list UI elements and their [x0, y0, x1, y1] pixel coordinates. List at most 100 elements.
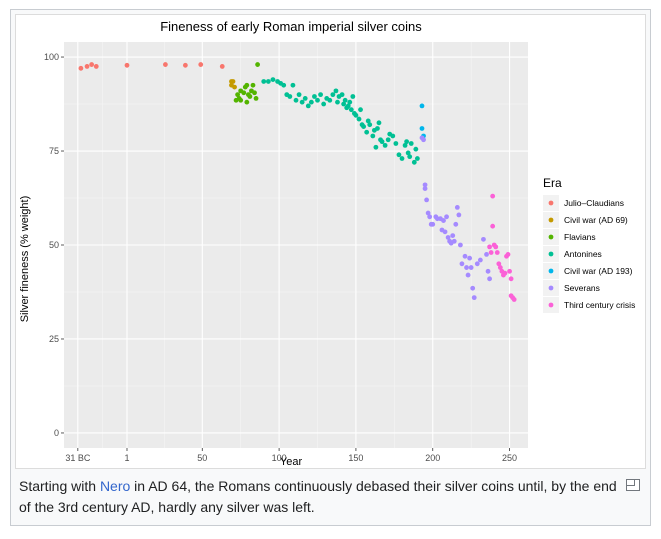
y-axis-ticks: 0 25 50 75 100 [44, 52, 64, 438]
data-point [345, 103, 351, 109]
data-point [385, 137, 391, 143]
data-point [511, 297, 517, 302]
legend-label: Third century crisis [564, 300, 635, 310]
x-tick-label: 150 [348, 453, 363, 463]
data-point [414, 156, 420, 161]
data-point [396, 152, 402, 158]
x-tick-label: 250 [502, 453, 517, 463]
data-point [484, 251, 489, 257]
data-point [445, 235, 451, 240]
data-points [78, 62, 517, 302]
data-point [471, 295, 477, 301]
data-point [507, 268, 512, 274]
data-point [404, 139, 410, 145]
data-point [450, 233, 456, 239]
data-point [508, 276, 514, 282]
data-point [382, 142, 388, 148]
data-point [485, 268, 491, 274]
chart-image: Fineness of early Roman imperial silver … [15, 14, 646, 469]
data-point [93, 64, 99, 69]
data-point [235, 92, 241, 98]
y-tick-label: 100 [44, 52, 59, 62]
data-point [255, 62, 260, 67]
legend-title: Era [543, 176, 562, 190]
data-point [373, 144, 379, 150]
data-point [451, 238, 457, 244]
data-point [497, 265, 503, 270]
data-point [464, 265, 469, 270]
y-axis-label: Silver fineness (% weight) [19, 196, 31, 323]
data-point [89, 62, 95, 67]
legend-marker [548, 302, 554, 308]
data-point [419, 103, 425, 109]
x-tick-label: 50 [197, 453, 207, 463]
enlarge-icon[interactable] [626, 478, 640, 491]
figure-caption: Starting with Nero in AD 64, the Romans … [19, 476, 619, 518]
scatter-chart: Fineness of early Roman imperial silver … [19, 19, 635, 468]
nero-link[interactable]: Nero [99, 478, 131, 494]
x-tick-label: 200 [425, 453, 440, 463]
legend-label: Severans [564, 283, 600, 293]
data-point [312, 94, 317, 99]
data-point [350, 94, 356, 99]
data-point [253, 95, 259, 101]
data-point [78, 65, 84, 71]
data-point [419, 126, 425, 131]
data-point [247, 94, 253, 99]
data-point [361, 124, 367, 129]
data-point [124, 62, 130, 68]
x-axis-ticks: 31 BC 1 50 100 150 200 250 [65, 448, 517, 463]
data-point [261, 79, 267, 84]
data-point [405, 150, 411, 156]
legend-label: Civil war (AD 193) [564, 266, 633, 276]
x-tick-label: 1 [124, 453, 129, 463]
data-point [356, 116, 362, 122]
caption-text-after: in AD 64, the Romans continuously debase… [19, 478, 617, 515]
data-point [84, 64, 90, 69]
legend: Era Julio–Claudians Civil war (AD 69) Flav… [543, 176, 635, 313]
data-point [182, 62, 188, 68]
data-point [487, 244, 492, 250]
legend-marker [548, 268, 554, 274]
data-point [333, 88, 339, 94]
data-point [348, 107, 354, 113]
data-point [370, 133, 376, 139]
legend-marker [548, 285, 554, 291]
y-tick-label: 0 [54, 428, 59, 438]
chart-title: Fineness of early Roman imperial silver … [160, 19, 422, 34]
data-point [375, 126, 380, 131]
data-point [327, 97, 333, 103]
data-point [238, 97, 244, 103]
legend-marker [548, 200, 554, 206]
figure-frame: Fineness of early Roman imperial silver … [10, 9, 651, 526]
data-point [379, 139, 385, 145]
data-point [287, 94, 293, 99]
data-point [487, 276, 492, 282]
data-point [393, 141, 399, 146]
data-point [365, 118, 371, 124]
data-point [390, 133, 396, 139]
data-point [494, 250, 500, 255]
data-point [493, 244, 499, 250]
data-point [330, 92, 336, 98]
data-point [341, 101, 347, 107]
data-point [230, 79, 236, 84]
data-point [422, 186, 428, 192]
data-point [290, 82, 296, 88]
data-point [308, 99, 314, 105]
data-point [496, 261, 502, 267]
data-point [163, 62, 168, 67]
data-point [454, 205, 460, 210]
data-point [474, 261, 480, 267]
data-point [281, 82, 287, 88]
data-point [241, 90, 247, 96]
data-point [470, 285, 476, 291]
data-point [335, 99, 340, 105]
data-point [399, 156, 405, 161]
data-point [430, 221, 436, 227]
data-point [442, 229, 448, 235]
data-point [453, 221, 459, 227]
legend-label: Civil war (AD 69) [564, 215, 628, 225]
y-tick-label: 25 [49, 334, 59, 344]
data-point [358, 107, 363, 113]
